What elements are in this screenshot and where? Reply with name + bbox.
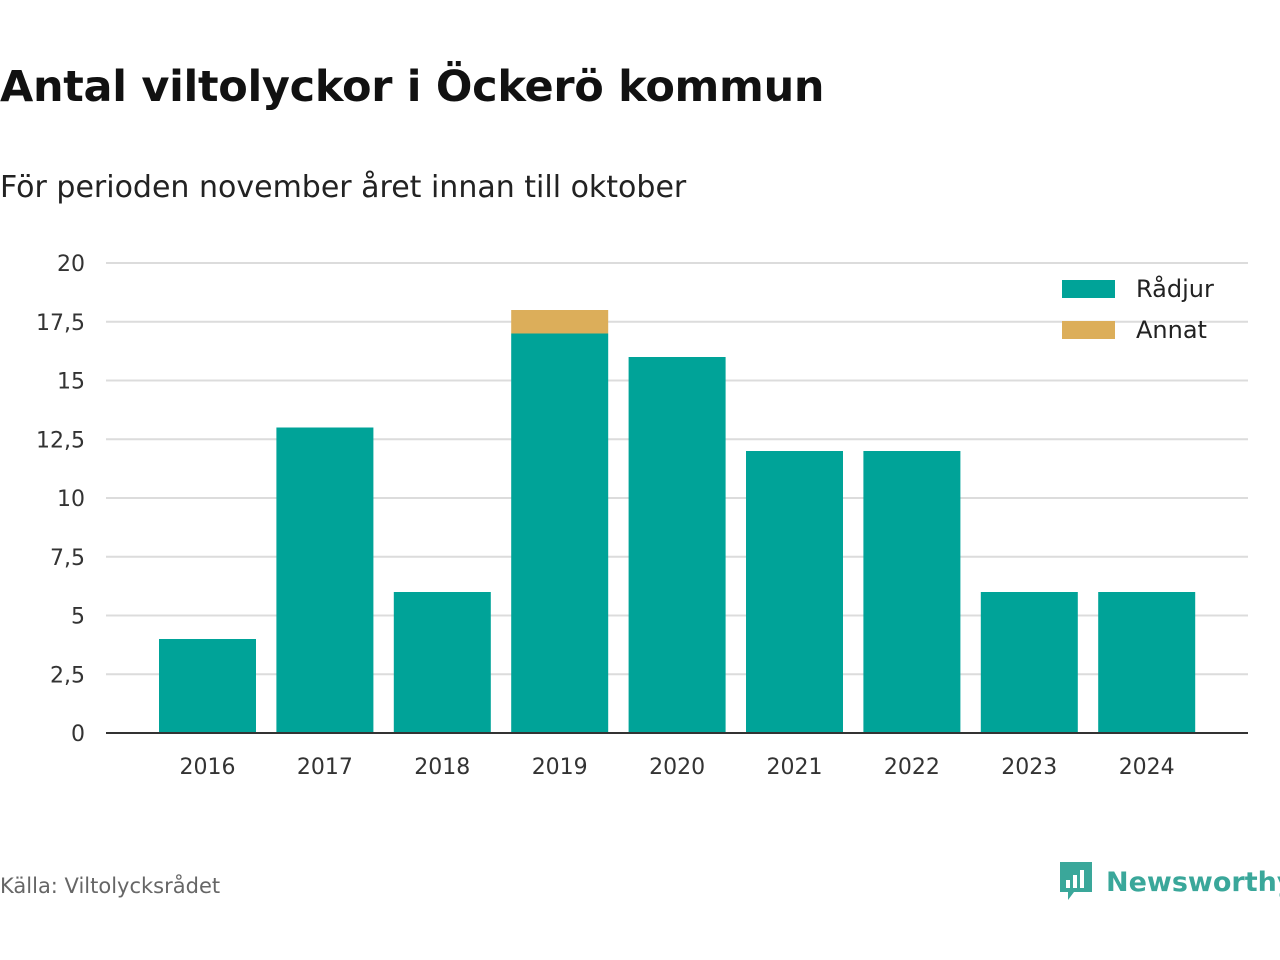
legend-swatch	[1062, 280, 1115, 298]
chart-title: Antal viltolyckor i Öckerö kommun	[0, 62, 825, 112]
x-tick-label: 2021	[767, 755, 823, 780]
bar-rådjur	[159, 639, 256, 733]
brand-name: Newsworthy	[1106, 866, 1280, 898]
bar-rådjur	[276, 427, 374, 733]
bar-rådjur	[1098, 592, 1196, 733]
y-tick-label: 5	[71, 605, 85, 630]
x-tick-label: 2016	[180, 755, 236, 780]
bar-rådjur	[511, 333, 609, 733]
legend-swatch	[1062, 321, 1115, 339]
legend-label: Rådjur	[1136, 274, 1214, 303]
y-tick-label: 17,5	[36, 311, 85, 336]
y-tick-label: 15	[57, 370, 85, 395]
x-tick-label: 2017	[297, 755, 353, 780]
y-tick-label: 7,5	[50, 546, 85, 571]
y-tick-label: 20	[57, 252, 85, 277]
y-tick-label: 12,5	[36, 428, 85, 453]
bar-rådjur	[746, 451, 843, 733]
bar-rådjur	[863, 451, 961, 733]
x-tick-label: 2018	[414, 755, 470, 780]
x-tick-label: 2020	[649, 755, 705, 780]
x-tick-label: 2019	[532, 755, 588, 780]
x-tick-label: 2024	[1119, 755, 1175, 780]
y-tick-label: 0	[71, 722, 85, 747]
bar-rådjur	[980, 592, 1078, 733]
legend-label: Annat	[1136, 316, 1207, 344]
bar-rådjur	[628, 357, 726, 733]
chart-subtitle: För perioden november året innan till ok…	[0, 170, 687, 205]
bar-chart-speech-bubble-icon	[1060, 862, 1092, 900]
source-note: Källa: Viltolycksrådet	[0, 874, 221, 898]
x-tick-label: 2022	[884, 755, 940, 780]
y-tick-label: 10	[57, 487, 85, 512]
brand-logo: Newsworthy	[1058, 860, 1280, 904]
bar-rådjur	[393, 592, 491, 733]
x-tick-label: 2023	[1001, 755, 1057, 780]
y-tick-label: 2,5	[50, 663, 85, 688]
bar-annat	[511, 310, 609, 334]
